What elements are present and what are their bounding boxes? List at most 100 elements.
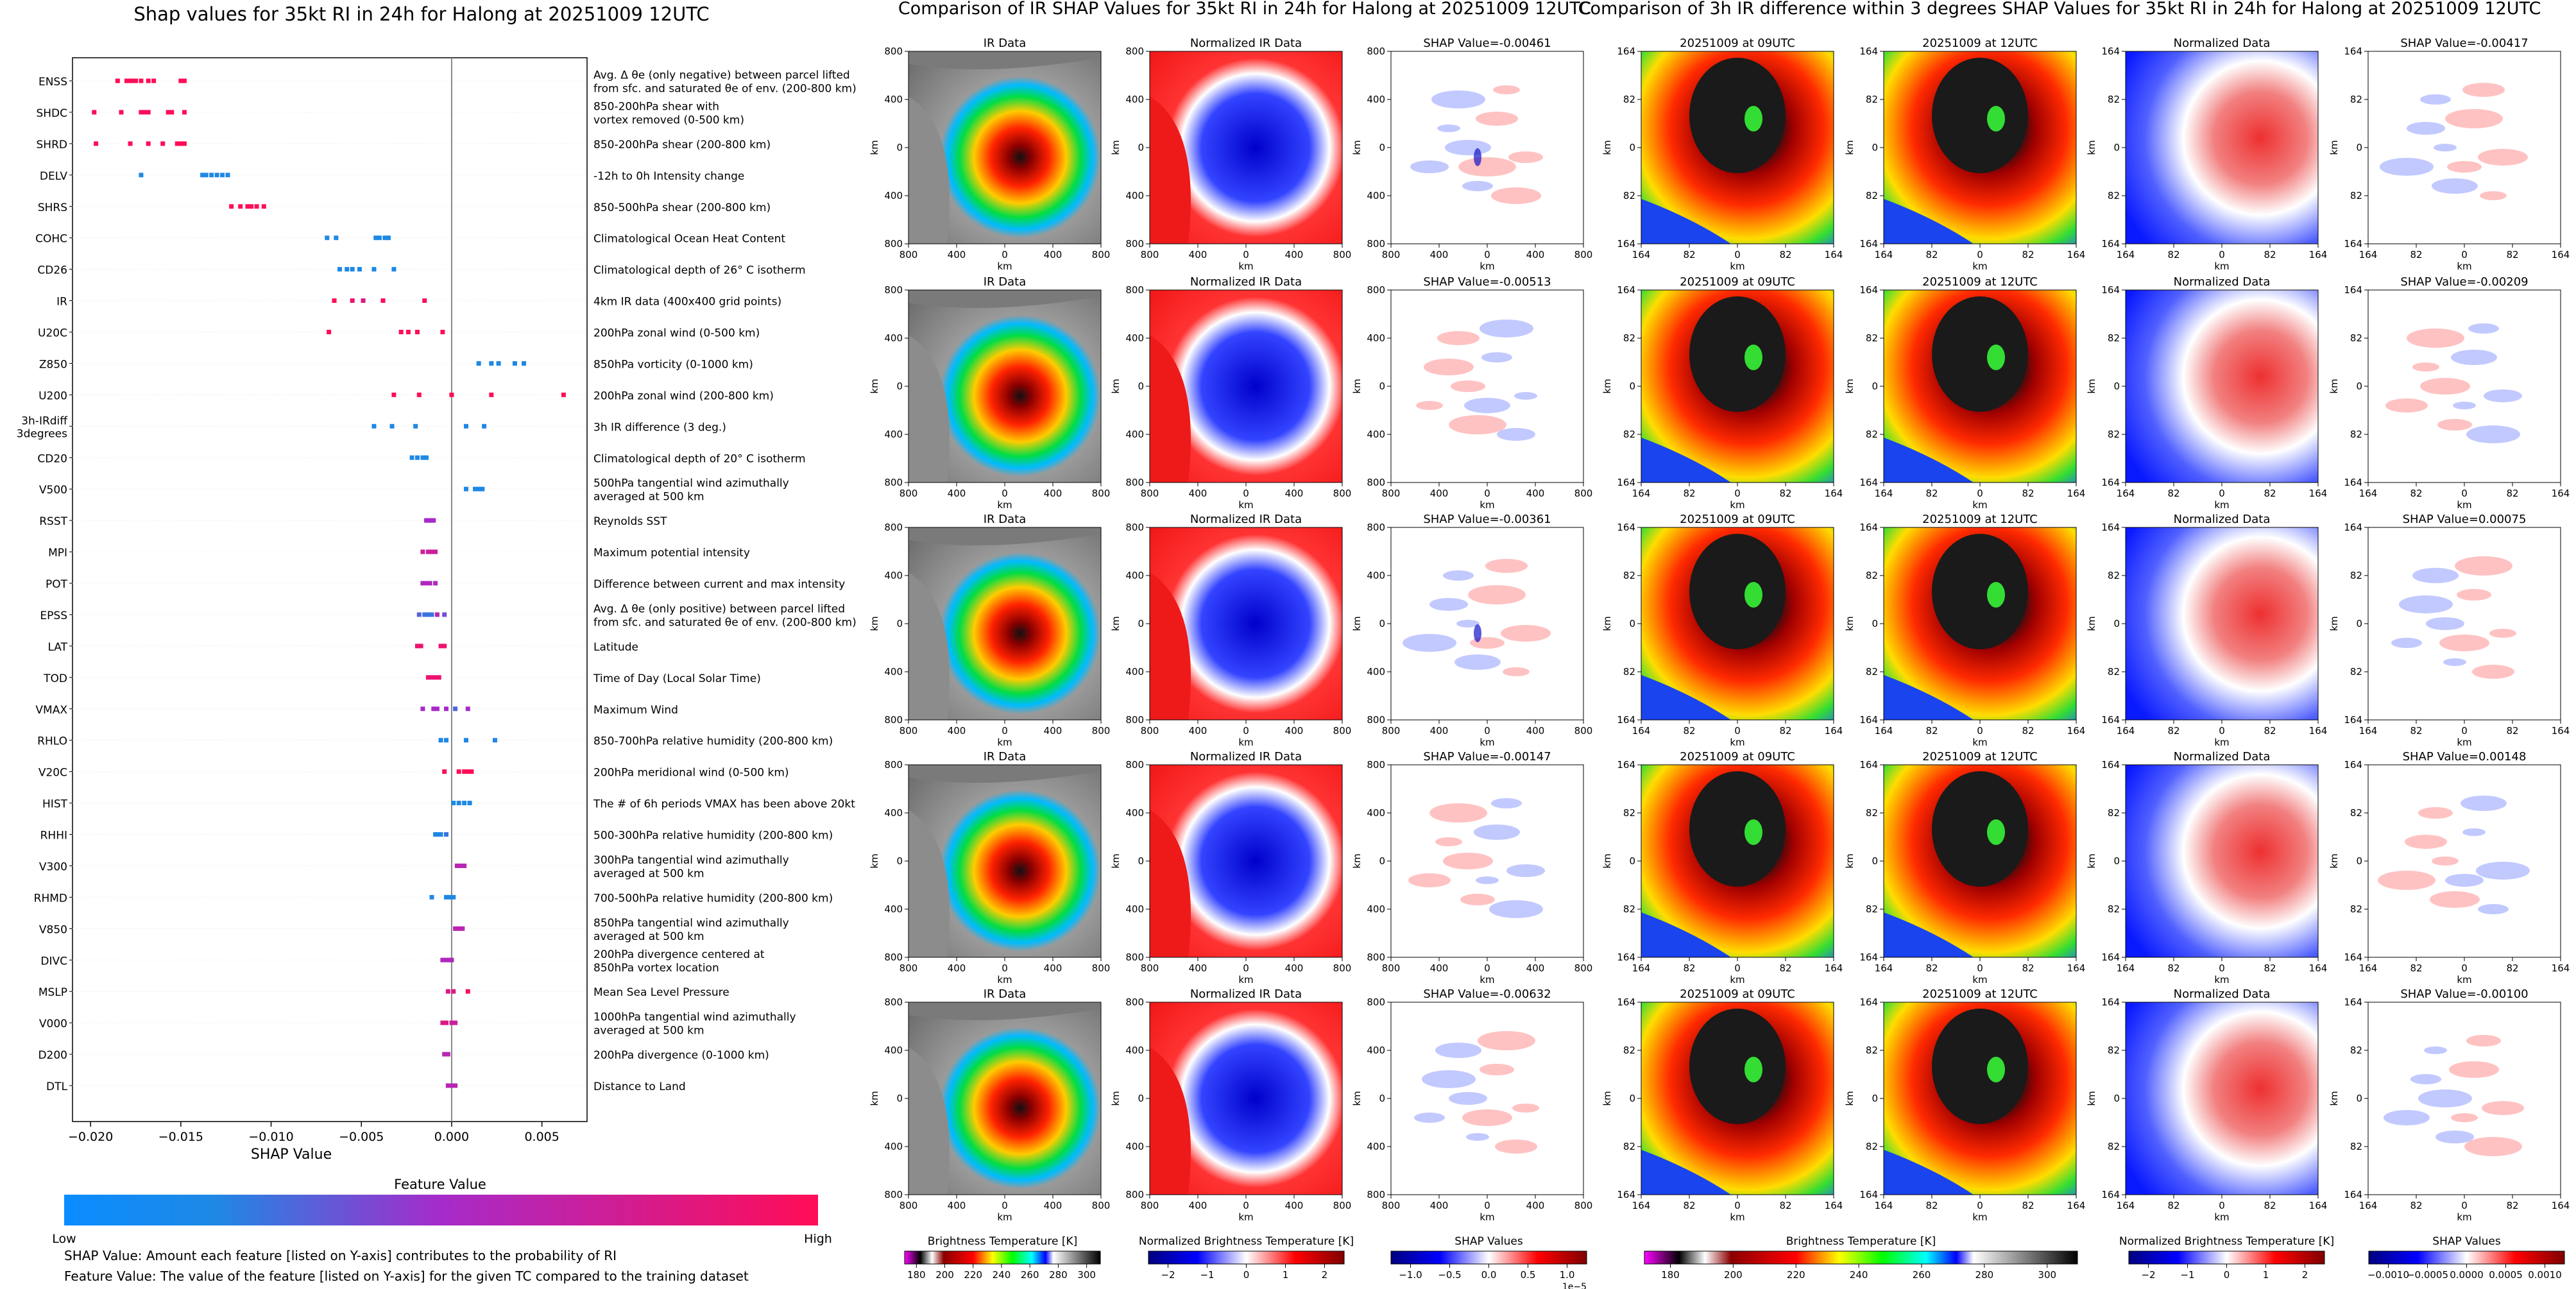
panel-x-tick-label: 400 — [1189, 488, 1207, 499]
shap-point — [175, 141, 180, 146]
shap-point — [496, 361, 501, 366]
shap-point — [429, 894, 434, 900]
shap-point — [462, 801, 467, 806]
shap-point — [128, 141, 133, 146]
colorbar-label: Brightness Temperature [K] — [928, 1235, 1077, 1248]
shap-point — [454, 863, 459, 868]
shap-point — [445, 989, 450, 994]
panel-x-tick-label: 164 — [2117, 249, 2135, 260]
panel-y-tick-label: 82 — [2350, 570, 2362, 581]
shap-map-blob — [1454, 654, 1501, 670]
feature-description: Maximum Wind — [593, 704, 678, 717]
panel-y-axis-label: km — [1601, 379, 1613, 393]
cold-core — [1932, 1009, 2028, 1124]
shap-map-blob — [1460, 894, 1495, 905]
shap-map-blob — [2385, 398, 2428, 413]
colorbar-tick-label: 260 — [1021, 1269, 1039, 1281]
shap-point — [389, 423, 395, 429]
colorbar-tick-label: 200 — [935, 1269, 954, 1281]
colorbar-tick-label: 200 — [1724, 1269, 1743, 1281]
shap-point — [433, 832, 438, 837]
shap-point — [465, 989, 470, 994]
colorbar — [1644, 1251, 2078, 1265]
shap-map-blob — [2380, 158, 2434, 176]
panel-x-tick-label: 400 — [1526, 488, 1545, 499]
shap-point — [382, 235, 388, 241]
colorbar-tick-label: −0.0010 — [2367, 1269, 2409, 1281]
feature-name: CD26 — [37, 264, 67, 277]
shap-point — [489, 361, 494, 366]
shap-point — [420, 455, 425, 460]
shap-map-blob — [2478, 149, 2528, 166]
panel-y-tick-label: 82 — [1623, 903, 1635, 915]
shap-map-background — [1391, 765, 1583, 957]
shap-map-blob — [2482, 1101, 2524, 1115]
panel-y-tick-label: 800 — [1367, 284, 1385, 296]
panel-x-tick-label: 82 — [2410, 488, 2422, 499]
panel-y-tick-label: 400 — [884, 190, 903, 201]
panel-y-tick-label: 400 — [1367, 1141, 1385, 1152]
panel-y-tick-label: 82 — [2108, 94, 2120, 105]
shap-map-blob — [2484, 389, 2522, 402]
panel-x-tick-label: 164 — [2117, 488, 2135, 499]
panel-y-tick-label: 800 — [884, 238, 903, 250]
colorbar-tick-label: 280 — [1975, 1269, 1994, 1281]
shap-point — [391, 392, 397, 397]
panel-x-tick-label: 82 — [1779, 1200, 1791, 1211]
panel-title: Normalized Data — [2174, 987, 2271, 1001]
shap-map-blob — [2412, 363, 2439, 371]
normalized-diff-image — [2126, 1002, 2318, 1195]
panel-x-tick-label: 164 — [1825, 249, 1843, 260]
panel-x-tick-label: 0 — [1243, 1200, 1249, 1211]
panel-x-axis-label: km — [2214, 1211, 2229, 1223]
feature-name: VMAX — [35, 704, 67, 717]
shap-point — [178, 141, 183, 146]
panel-x-tick-label: 82 — [2506, 1200, 2518, 1211]
cold-core — [1689, 771, 1786, 887]
panel-title: 20251009 at 12UTC — [1922, 987, 2038, 1001]
shap-map-background — [2368, 290, 2561, 482]
panel-y-axis-label: km — [1110, 140, 1122, 155]
panel-y-axis-label: km — [2328, 853, 2340, 868]
panel-x-tick-label: 82 — [1779, 249, 1791, 260]
panel-y-tick-label: 800 — [884, 759, 903, 771]
colorbar-tick-label: −2 — [1161, 1269, 1175, 1281]
panel-x-tick-label: 164 — [2067, 962, 2086, 974]
panel-x-tick-label: 82 — [2506, 725, 2518, 737]
panel-x-tick-label: 0 — [1484, 962, 1490, 974]
panel-y-tick-label: 164 — [2344, 759, 2362, 771]
shap-map-blob — [2384, 1110, 2430, 1125]
image-panels: IR Data 800 800 400 400 0 0 400 400 800 800 km km Nor… — [869, 37, 2570, 1223]
shap-map-background — [1391, 527, 1583, 720]
panel-x-tick-label: 0 — [1002, 1200, 1008, 1211]
shap-point — [453, 1083, 458, 1088]
panel-y-axis-label: km — [869, 853, 880, 868]
panel-title: IR Data — [984, 987, 1027, 1001]
panel-y-tick-label: 164 — [1859, 46, 1878, 57]
panel-x-tick-label: 800 — [1092, 488, 1111, 499]
shap-map-blob — [2424, 1046, 2447, 1054]
shap-point — [169, 110, 175, 115]
panel-y-tick-label: 82 — [2108, 903, 2120, 915]
panel-x-tick-label: 800 — [1092, 249, 1111, 260]
shap-map-blob — [1501, 625, 1551, 642]
panel-x-tick-label: 0 — [1977, 488, 1983, 499]
panel-x-tick-label: 164 — [1825, 962, 1843, 974]
shap-map-blob — [1491, 798, 1522, 808]
panel-x-axis-label: km — [1730, 737, 1744, 748]
panel-title: 20251009 at 12UTC — [1922, 750, 2038, 764]
shap-point — [442, 612, 447, 617]
feature-name: RHHI — [40, 830, 67, 842]
shap-point — [427, 581, 432, 586]
shap-point — [438, 832, 443, 837]
panel-y-axis-label: km — [869, 1091, 880, 1105]
panel-x-tick-label: 164 — [2309, 725, 2328, 737]
shap-point — [463, 738, 468, 743]
panel-y-tick-label: 82 — [2350, 666, 2362, 678]
panel-x-tick-label: 164 — [1825, 725, 1843, 737]
shap-point — [447, 894, 452, 900]
shap-point — [92, 110, 97, 115]
colorbar-label: Normalized Brightness Temperature [K] — [2119, 1235, 2334, 1248]
panel-x-tick-label: 0 — [2461, 725, 2468, 737]
shap-map-blob — [2449, 1061, 2499, 1078]
